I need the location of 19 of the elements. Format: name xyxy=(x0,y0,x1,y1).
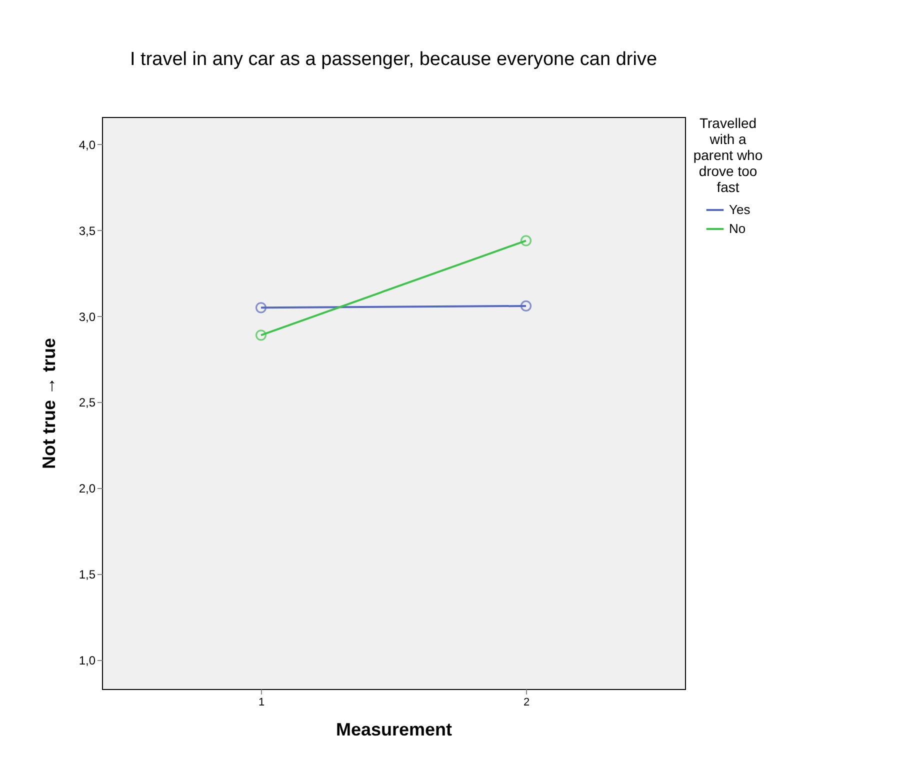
y-tick-label: 3,5 xyxy=(78,224,96,238)
point xyxy=(520,300,532,312)
y-axis-title: Not true → true xyxy=(38,338,59,470)
y-tick-label: 2,0 xyxy=(78,482,96,496)
x-tick-label: 1 xyxy=(258,696,265,708)
legend-label: Yes xyxy=(729,202,751,217)
y-tick-label: 1,0 xyxy=(78,653,96,668)
point xyxy=(255,302,267,314)
legend-title: Travelled with a parent who drove too fast xyxy=(693,115,763,195)
legend-label: No xyxy=(729,221,746,236)
y-tick-label: 1,5 xyxy=(78,567,96,582)
y-tick-label: 2,5 xyxy=(78,396,96,410)
chart-title: I travel in any car as a passenger, because everyone can drive xyxy=(130,49,658,70)
x-axis-title: Measurement xyxy=(336,720,452,740)
x-tick-label: 2 xyxy=(523,696,530,708)
y-tick-label: 3,0 xyxy=(78,310,96,324)
y-tick-label: 4,0 xyxy=(78,138,96,152)
point xyxy=(255,330,267,341)
point xyxy=(520,235,532,246)
